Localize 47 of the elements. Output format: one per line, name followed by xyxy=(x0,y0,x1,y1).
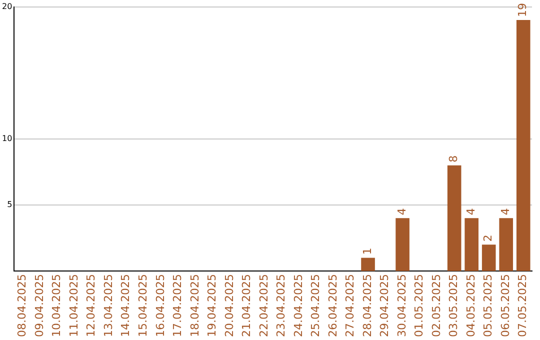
x-tick-label: 02.05.2025 xyxy=(430,274,443,338)
x-tick-label: 16.04.2025 xyxy=(154,274,167,338)
bar xyxy=(482,244,496,272)
data-label: 4 xyxy=(498,208,512,216)
x-tick-label: 10.04.2025 xyxy=(50,274,64,338)
x-tick-label: 29.04.2025 xyxy=(378,274,392,338)
x-tick-label: 14.04.2025 xyxy=(119,274,132,338)
x-tick-label: 27.04.2025 xyxy=(344,274,357,338)
x-tick-label: 05.05.2025 xyxy=(482,274,495,338)
data-label: 4 xyxy=(464,208,478,216)
x-tick-label: 20.04.2025 xyxy=(222,274,236,338)
data-label: 19 xyxy=(516,3,530,18)
y-tick-label: 10 xyxy=(2,134,12,143)
x-tick-label: 12.04.2025 xyxy=(84,274,98,338)
data-label: 1 xyxy=(360,248,374,255)
bar xyxy=(516,20,530,272)
x-tick-label: 22.04.2025 xyxy=(257,274,270,338)
data-label: 8 xyxy=(447,155,460,162)
y-tick-label: 5 xyxy=(7,200,12,210)
x-tick-label: 07.05.2025 xyxy=(516,274,530,338)
bar xyxy=(464,218,478,272)
x-tick-label: 06.05.2025 xyxy=(498,274,512,338)
x-tick-label: 11.04.2025 xyxy=(67,274,80,338)
x-tick-label: 08.04.2025 xyxy=(16,274,29,338)
bar xyxy=(499,218,514,272)
x-tick-label: 21.04.2025 xyxy=(240,274,254,338)
x-tick-label: 23.04.2025 xyxy=(274,274,288,338)
x-tick-label: 17.04.2025 xyxy=(171,274,184,338)
x-tick-label: 28.04.2025 xyxy=(360,274,374,338)
x-tick-label: 03.05.2025 xyxy=(447,274,460,338)
x-tick-label: 09.04.2025 xyxy=(32,274,46,338)
bar xyxy=(396,218,410,272)
x-tick-label: 19.04.2025 xyxy=(206,274,219,338)
x-tick-label: 30.04.2025 xyxy=(395,274,408,338)
data-label: 4 xyxy=(395,208,408,216)
x-tick-label: 26.04.2025 xyxy=(326,274,340,338)
x-tick-label: 15.04.2025 xyxy=(136,274,150,338)
data-label: 2 xyxy=(482,234,495,242)
x-tick-label: 25.04.2025 xyxy=(309,274,322,338)
bar xyxy=(361,258,375,272)
x-tick-label: 01.05.2025 xyxy=(412,274,426,338)
x-tick-label: 04.05.2025 xyxy=(464,274,478,338)
bar xyxy=(447,165,462,272)
y-tick-label: 20 xyxy=(2,2,12,11)
x-tick-label: 13.04.2025 xyxy=(102,274,115,338)
x-tick-label: 24.04.2025 xyxy=(292,274,305,338)
x-tick-label: 18.04.2025 xyxy=(188,274,202,338)
